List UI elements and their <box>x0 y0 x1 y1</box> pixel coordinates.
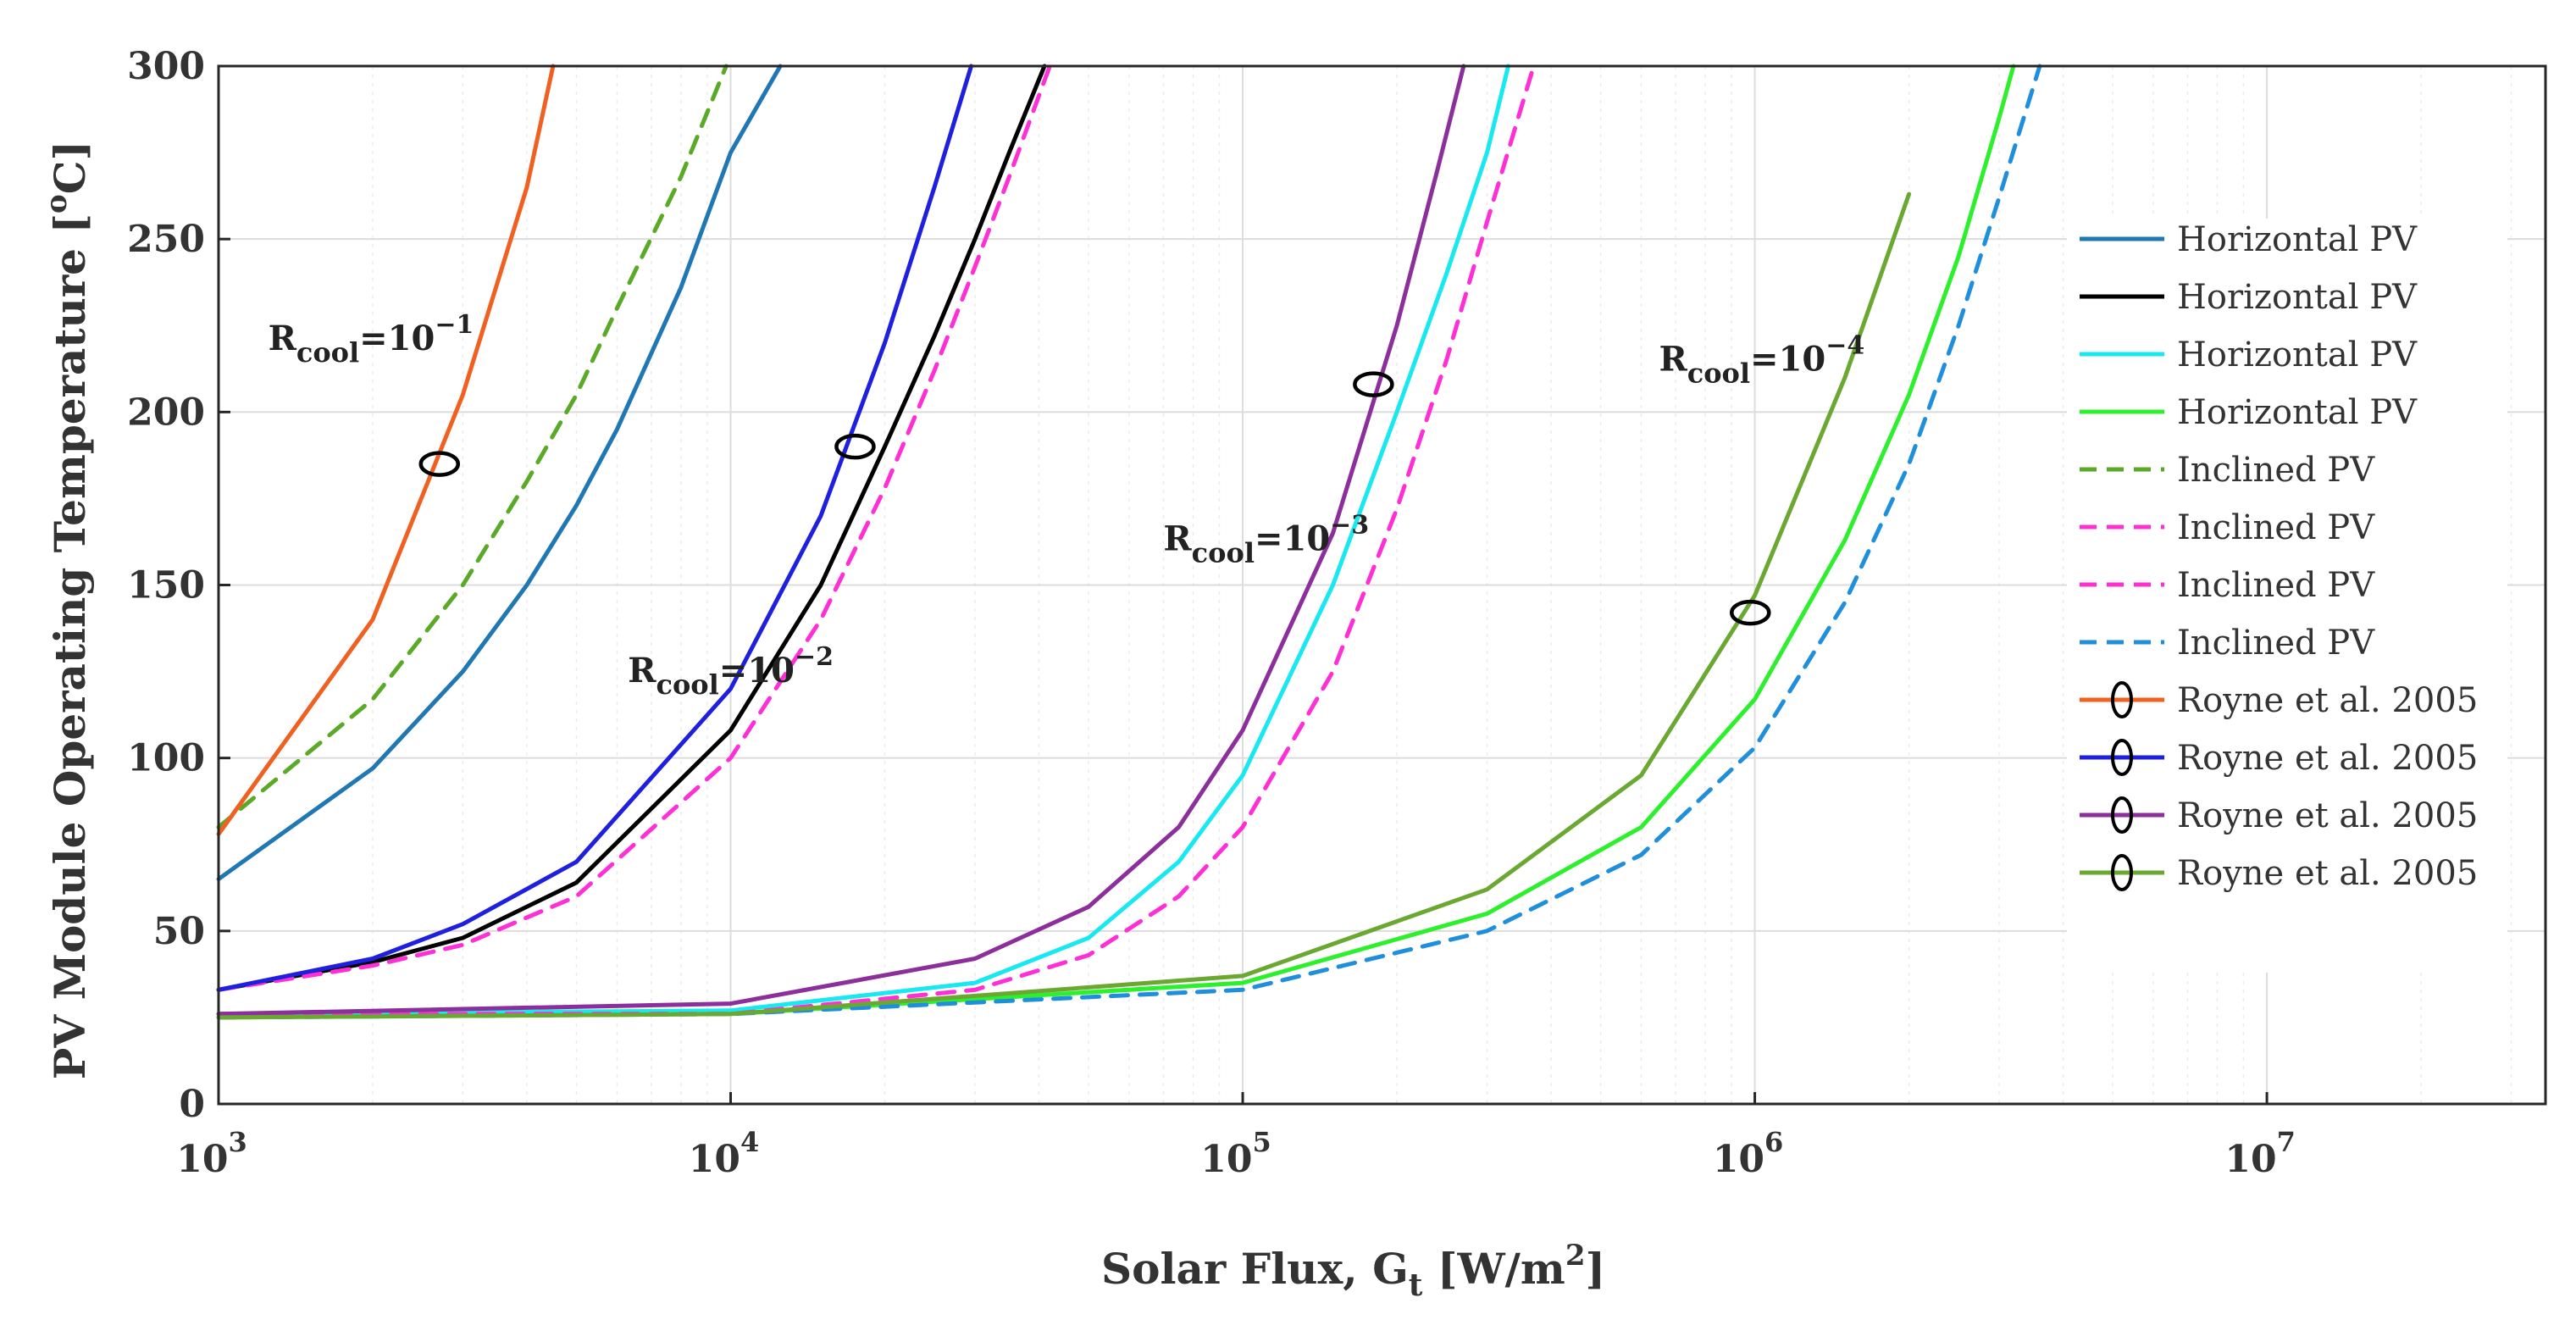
legend-marker <box>2111 739 2133 776</box>
y-axis-title: PV Module Operating Temperature [oC] <box>40 141 95 1079</box>
x-tick-label: 104 <box>689 1126 760 1181</box>
y-tick-label: 0 <box>179 1083 205 1126</box>
x-axis-title: Solar Flux, Gt [W/m2] <box>1101 1239 1605 1303</box>
y-tick-label: 300 <box>127 45 205 88</box>
annotation-layer: Rcool=10−1 Rcool=10−2 Rcool=10−3 Rcool=10−4 <box>269 310 1865 701</box>
legend-label: Inclined PV <box>2177 451 2375 490</box>
series-line-2 <box>216 64 1047 992</box>
series-line-12 <box>216 191 1912 1020</box>
y-tick-label: 150 <box>127 564 205 607</box>
legend-label: Horizontal PV <box>2177 278 2418 317</box>
x-tick-label: 107 <box>2224 1126 2296 1181</box>
series-line-7 <box>216 64 1536 1017</box>
series-line-5 <box>216 64 728 829</box>
x-tick-label: 106 <box>1713 1126 1784 1181</box>
legend-box <box>2067 219 2507 973</box>
legend-label: Horizontal PV <box>2177 220 2418 259</box>
series-marker-10 <box>834 433 876 460</box>
legend-label: Horizontal PV <box>2177 336 2418 374</box>
x-tick-label: 105 <box>1200 1126 1271 1181</box>
legend-label: Royne et al. 2005 <box>2177 854 2478 893</box>
y-tick-label: 250 <box>127 218 205 261</box>
legend-label: Inclined PV <box>2177 624 2375 663</box>
legend-label: Royne et al. 2005 <box>2177 681 2478 720</box>
x-tick-label: 103 <box>176 1126 247 1181</box>
y-tick-label: 50 <box>153 910 205 953</box>
legend: Horizontal PV Horizontal PV Horizontal PV H… <box>2067 219 2507 973</box>
legend-label: Inclined PV <box>2177 566 2375 605</box>
series-marker-9 <box>418 451 461 477</box>
legend-marker <box>2111 796 2133 834</box>
series-line-8 <box>216 64 2042 1020</box>
series-marker-12 <box>1730 599 1771 626</box>
rcool-annotation: Rcool=10−1 <box>269 310 474 369</box>
series-layer <box>216 64 2042 1020</box>
ticks: 0 50 100 150 200 250 300 103 104 105 106 107 <box>127 45 2296 1181</box>
series-marker-11 <box>1353 371 1394 397</box>
series-line-3 <box>216 64 1510 1017</box>
legend-marker <box>2111 681 2133 718</box>
legend-label: Horizontal PV <box>2177 393 2418 432</box>
rcool-annotation: Rcool=10−4 <box>1659 330 1864 389</box>
legend-label: Inclined PV <box>2177 508 2375 547</box>
series-line-4 <box>216 64 2016 1020</box>
rcool-annotation: Rcool=10−2 <box>628 642 834 701</box>
legend-label: Royne et al. 2005 <box>2177 796 2478 835</box>
series-line-11 <box>216 64 1466 1017</box>
series-line-9 <box>216 64 556 836</box>
series-line-1 <box>216 64 783 882</box>
series-line-6 <box>216 64 1052 992</box>
legend-label: Royne et al. 2005 <box>2177 739 2478 778</box>
legend-marker <box>2111 854 2133 891</box>
y-tick-label: 200 <box>127 391 205 434</box>
y-tick-label: 100 <box>127 737 205 780</box>
rcool-annotation: Rcool=10−3 <box>1163 511 1369 569</box>
series-line-10 <box>216 64 973 992</box>
